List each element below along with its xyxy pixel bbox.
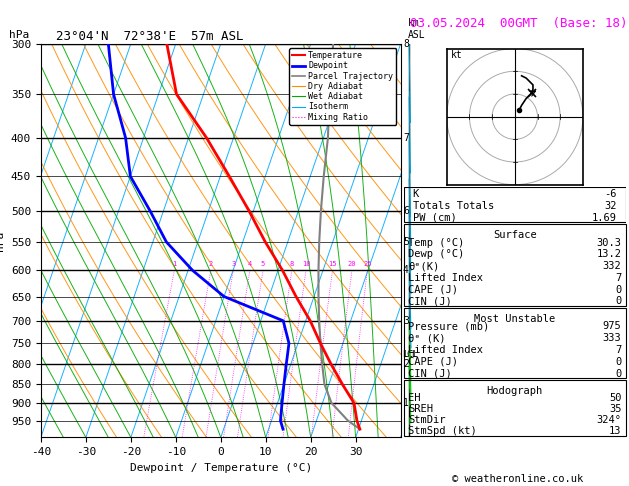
Text: LCL: LCL: [402, 349, 417, 359]
Text: 20: 20: [348, 261, 356, 267]
Text: 13: 13: [609, 426, 621, 436]
Text: 0: 0: [615, 285, 621, 295]
Text: 333: 333: [603, 333, 621, 343]
Text: 30.3: 30.3: [596, 238, 621, 248]
Y-axis label: hPa: hPa: [0, 230, 6, 251]
Text: -6: -6: [604, 189, 617, 199]
Text: K: K: [413, 189, 419, 199]
Text: 35: 35: [609, 404, 621, 414]
Text: Dewp (°C): Dewp (°C): [408, 249, 464, 260]
Bar: [404, 187, 626, 223]
Text: 5: 5: [261, 261, 265, 267]
Text: 0: 0: [615, 368, 621, 379]
Text: 10: 10: [302, 261, 310, 267]
Text: 324°: 324°: [596, 415, 621, 425]
Text: Hodograph: Hodograph: [487, 385, 543, 396]
Text: Temp (°C): Temp (°C): [408, 238, 464, 248]
Text: 7: 7: [615, 345, 621, 355]
Text: EH: EH: [408, 393, 421, 403]
Text: 1.69: 1.69: [592, 213, 617, 223]
Text: 13.2: 13.2: [596, 249, 621, 260]
Text: 23°04'N  72°38'E  57m ASL: 23°04'N 72°38'E 57m ASL: [41, 30, 243, 43]
Text: 1: 1: [172, 261, 177, 267]
Text: 25: 25: [363, 261, 372, 267]
Text: StmDir: StmDir: [408, 415, 446, 425]
Text: CIN (J): CIN (J): [408, 368, 452, 379]
Text: km
ASL: km ASL: [408, 18, 425, 40]
Legend: Temperature, Dewpoint, Parcel Trajectory, Dry Adiabat, Wet Adiabat, Isotherm, Mi: Temperature, Dewpoint, Parcel Trajectory…: [289, 48, 396, 125]
Text: 2: 2: [209, 261, 213, 267]
Text: Lifted Index: Lifted Index: [408, 345, 483, 355]
Text: CAPE (J): CAPE (J): [408, 285, 459, 295]
Text: SREH: SREH: [408, 404, 433, 414]
Text: © weatheronline.co.uk: © weatheronline.co.uk: [452, 473, 584, 484]
Text: Most Unstable: Most Unstable: [474, 313, 555, 324]
Text: 4: 4: [248, 261, 252, 267]
Text: 0: 0: [615, 357, 621, 367]
Text: 0: 0: [615, 296, 621, 307]
Text: Surface: Surface: [493, 230, 537, 240]
Text: 15: 15: [328, 261, 337, 267]
Bar: [404, 380, 626, 435]
X-axis label: Dewpoint / Temperature (°C): Dewpoint / Temperature (°C): [130, 463, 312, 473]
Text: 1: 1: [403, 398, 409, 408]
Text: CIN (J): CIN (J): [408, 296, 452, 307]
Text: θᵉ(K): θᵉ(K): [408, 261, 440, 271]
Bar: [404, 308, 626, 378]
Text: θᵉ (K): θᵉ (K): [408, 333, 446, 343]
Text: 8: 8: [403, 39, 409, 49]
Text: 4: 4: [403, 265, 409, 276]
Text: 7: 7: [403, 133, 409, 143]
Text: 32: 32: [604, 201, 617, 211]
Text: 7: 7: [615, 273, 621, 283]
Text: Lifted Index: Lifted Index: [408, 273, 483, 283]
Text: 6: 6: [403, 206, 409, 216]
Text: 3: 3: [231, 261, 235, 267]
Text: PW (cm): PW (cm): [413, 213, 457, 223]
Text: 5: 5: [403, 237, 409, 247]
Text: LCL: LCL: [403, 349, 418, 359]
Text: 50: 50: [609, 393, 621, 403]
Text: 8: 8: [290, 261, 294, 267]
Text: hPa: hPa: [9, 30, 29, 40]
Text: StmSpd (kt): StmSpd (kt): [408, 426, 477, 436]
Text: 975: 975: [603, 321, 621, 331]
Bar: [404, 224, 626, 306]
Text: kt: kt: [452, 50, 463, 60]
Text: Pressure (mb): Pressure (mb): [408, 321, 489, 331]
Text: Totals Totals: Totals Totals: [413, 201, 494, 211]
Text: CAPE (J): CAPE (J): [408, 357, 459, 367]
Text: 03.05.2024  00GMT  (Base: 18): 03.05.2024 00GMT (Base: 18): [410, 17, 628, 30]
Text: 332: 332: [603, 261, 621, 271]
Text: 2: 2: [403, 360, 409, 369]
Text: 3: 3: [403, 316, 409, 326]
